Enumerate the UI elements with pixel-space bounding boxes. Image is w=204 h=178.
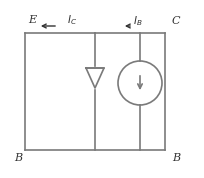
Text: B: B (14, 153, 22, 163)
Text: $I_B$: $I_B$ (133, 14, 142, 28)
Text: B: B (171, 153, 179, 163)
Text: $I_C$: $I_C$ (67, 13, 77, 27)
Text: E: E (28, 15, 36, 25)
Text: C: C (171, 16, 179, 26)
